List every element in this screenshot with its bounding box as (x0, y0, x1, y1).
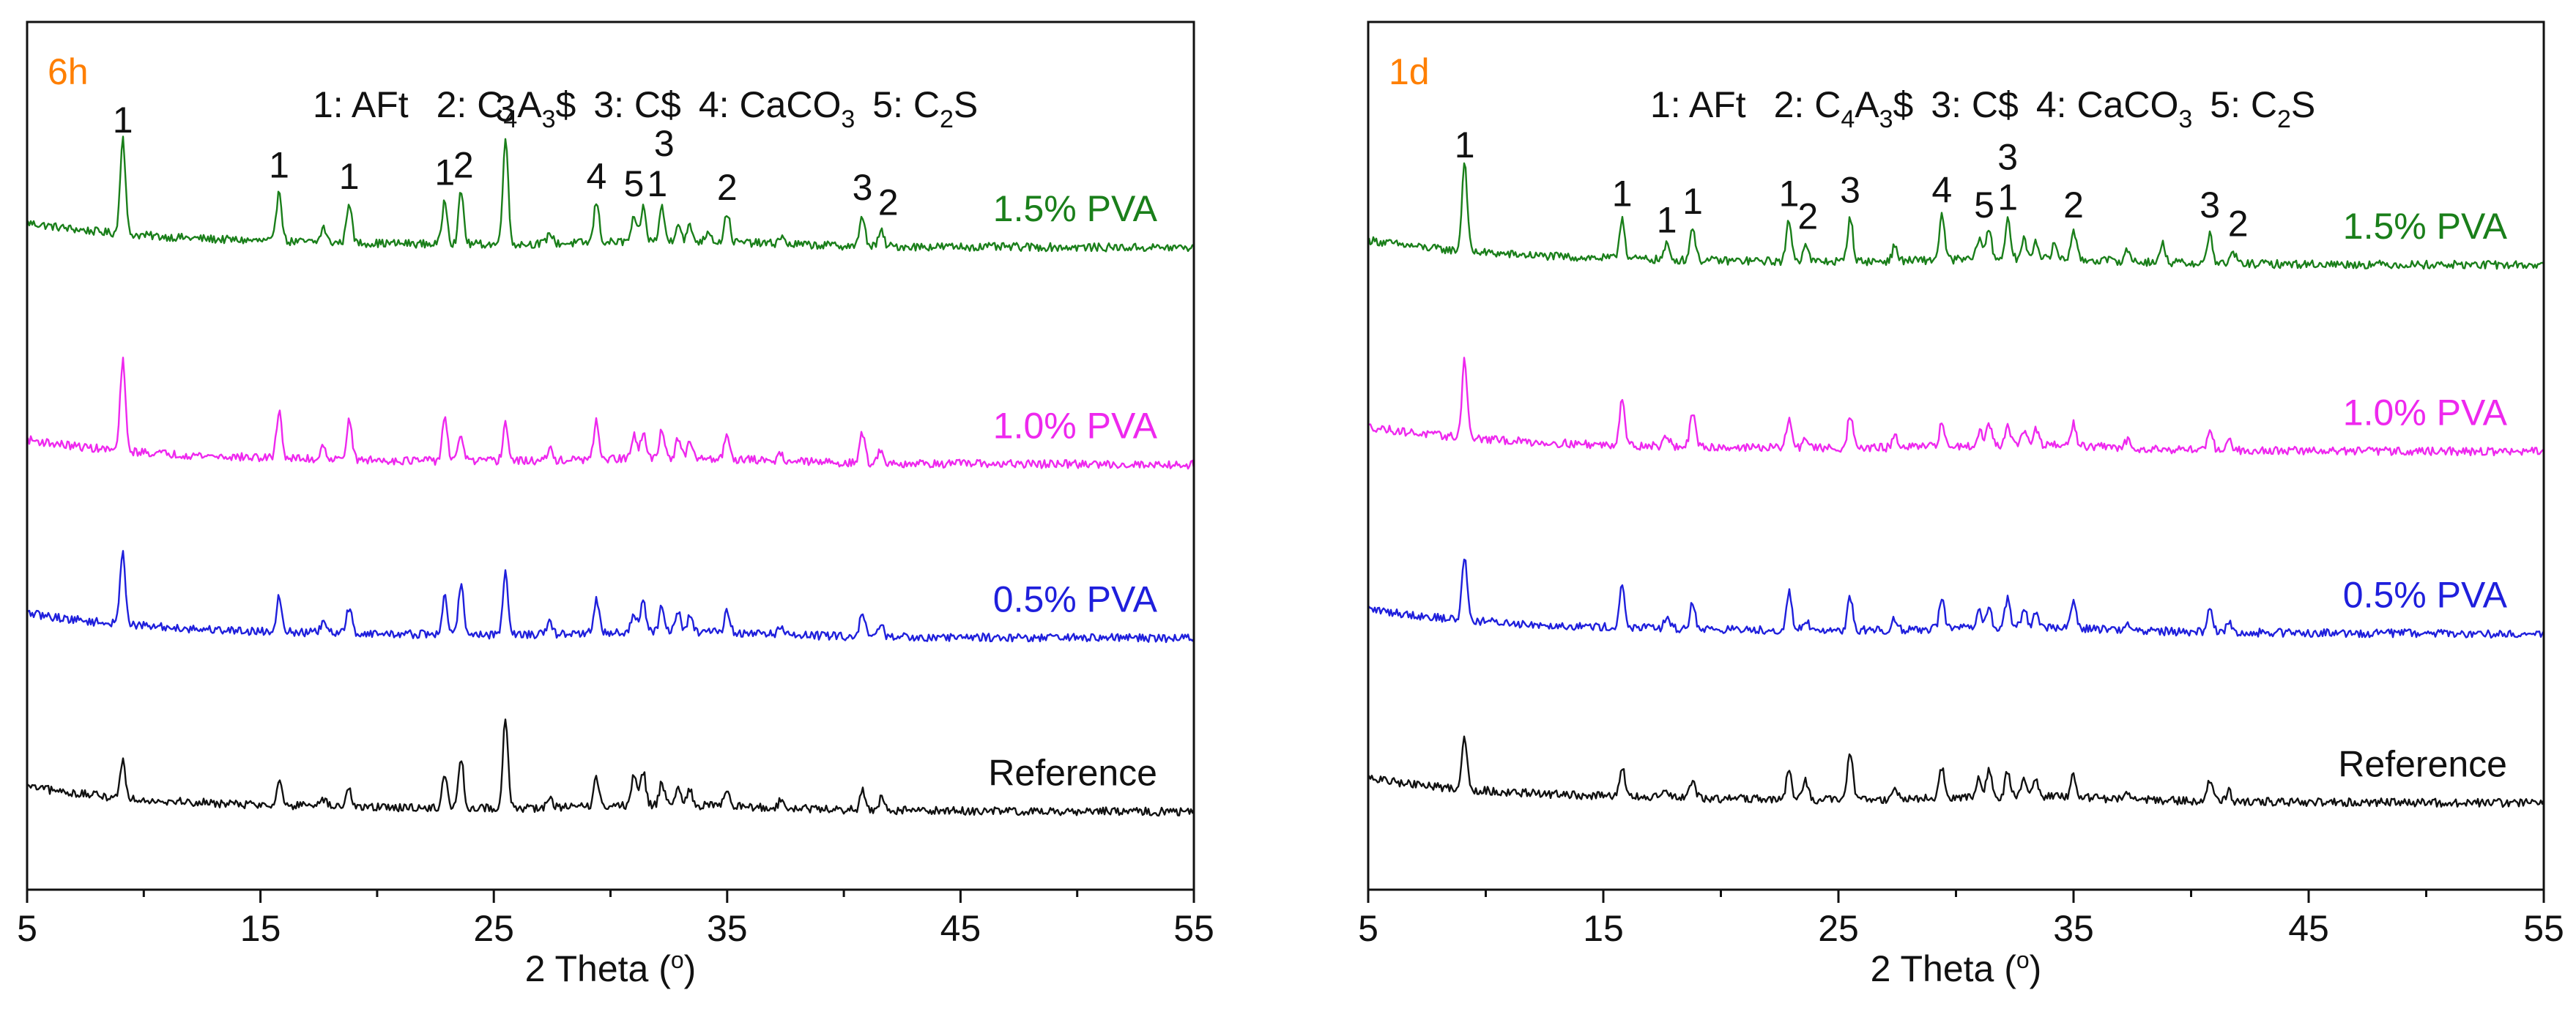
series-label: Reference (988, 752, 1157, 793)
legend-cs: 3: C$ (1931, 84, 2019, 125)
x-tick-label: 45 (2288, 908, 2329, 949)
x-tick-label: 15 (240, 908, 281, 949)
peak-label: 1 (1612, 174, 1633, 215)
x-tick-label: 35 (707, 908, 748, 949)
legend-sub: 4 (1841, 105, 1855, 133)
legend-aft: 1: AFt (1650, 84, 1746, 125)
peak-label: 5 (1974, 185, 1994, 226)
peak-label: 2 (453, 145, 474, 186)
peak-label: 1 (1682, 181, 1703, 222)
legend-sub: 3 (841, 105, 855, 133)
legend-sub: 3 (542, 105, 556, 133)
phase-legend: 1: AFt 2: C4A3$ 3: C$ 4: CaCO3 5: C2S (313, 84, 978, 133)
peak-label: 5 (623, 163, 644, 204)
x-tick-label: 35 (2053, 908, 2094, 949)
series-label: 0.5% PVA (2343, 575, 2508, 616)
x-tick-label: 25 (1818, 908, 1859, 949)
x-axis-title-close: ) (2030, 948, 2042, 989)
x-tick-label: 5 (17, 908, 37, 949)
legend-text: A (517, 84, 542, 125)
peak-label: 1 (647, 163, 667, 204)
legend-sub: 2 (940, 105, 954, 133)
series-label: 1.0% PVA (993, 405, 1158, 446)
peak-label: 1 (269, 145, 289, 186)
peak-label: 2 (878, 182, 899, 223)
peak-label: 3 (654, 123, 675, 164)
peak-label: 2 (2228, 204, 2249, 245)
peak-label: 3 (1840, 169, 1860, 210)
legend-caco3: 4: CaCO (2036, 84, 2179, 125)
legend-text: S (2291, 84, 2315, 125)
legend-text: $ (556, 84, 576, 125)
series-line-reference (1367, 735, 2545, 808)
series-line-1-5-pva (1367, 162, 2545, 270)
peak-label: 1 (1657, 199, 1677, 240)
series-line-1-0-pva (1368, 357, 2545, 457)
series-label: 1.0% PVA (2343, 392, 2508, 433)
peak-label: 3 (853, 167, 873, 208)
peak-label: 2 (2063, 185, 2084, 226)
series-line-1-0-pva (26, 357, 1195, 470)
x-axis-title-text: 2 Theta ( (525, 948, 672, 989)
peak-label: 3 (1997, 137, 2018, 178)
peak-label: 3 (495, 89, 516, 130)
x-tick-label: 55 (1173, 908, 1214, 949)
series-line-0-5-pva (27, 550, 1195, 644)
peak-label: 1 (339, 156, 360, 197)
x-axis-title-degree: o (2016, 947, 2030, 973)
series-label: 1.5% PVA (993, 188, 1158, 229)
legend-sub: 2 (2277, 105, 2291, 133)
peak-label: 1 (1779, 174, 1800, 215)
peak-label: 4 (586, 156, 606, 197)
legend-c2s: 5: C (872, 84, 940, 125)
legend-sub: 3 (1879, 105, 1893, 133)
legend-text: A (1855, 84, 1879, 125)
legend-cs: 3: C$ (593, 84, 681, 125)
peak-label: 1 (1997, 177, 2018, 218)
legend-sub: 4 (503, 105, 517, 133)
series-label: 1.5% PVA (2343, 206, 2508, 247)
x-axis-title-degree: o (671, 947, 684, 973)
legend-sub: 3 (2178, 105, 2192, 133)
series-line-0-5-pva (1368, 558, 2545, 639)
peak-label: 2 (1797, 196, 1818, 237)
x-axis-title-text: 2 Theta ( (1871, 948, 2017, 989)
legend-c4a3s: 2: C (437, 84, 504, 125)
panel-label: 1d (1389, 51, 1430, 92)
series-label: Reference (2338, 744, 2507, 785)
legend-aft: 1: AFt (313, 84, 409, 125)
x-tick-label: 5 (1358, 908, 1378, 949)
peak-label: 1 (113, 100, 133, 141)
x-axis-title-close: ) (684, 948, 697, 989)
x-axis-title: 2 Theta (o) (525, 947, 697, 989)
peak-label: 1 (434, 152, 455, 193)
legend-c2s: 5: C (2210, 84, 2277, 125)
phase-legend: 1: AFt 2: C4A3$ 3: C$ 4: CaCO3 5: C2S (1650, 84, 2315, 133)
peak-label: 3 (2200, 185, 2220, 226)
legend-c4a3s: 2: C (1774, 84, 1841, 125)
x-tick-label: 15 (1583, 908, 1624, 949)
x-tick-label: 45 (940, 908, 981, 949)
legend-text: S (954, 84, 978, 125)
peak-label: 4 (1931, 169, 1952, 210)
peak-label: 2 (717, 167, 738, 208)
x-tick-label: 55 (2523, 908, 2564, 949)
x-axis-title: 2 Theta (o) (1871, 947, 2042, 989)
series-line-1-5-pva (26, 135, 1195, 253)
legend-text: $ (1893, 84, 1914, 125)
legend-caco3: 4: CaCO (699, 84, 842, 125)
panel-label: 6h (48, 51, 89, 92)
x-tick-label: 25 (473, 908, 514, 949)
series-line-reference (27, 718, 1195, 817)
series-label: 0.5% PVA (993, 578, 1158, 619)
peak-label: 1 (1455, 124, 1475, 165)
